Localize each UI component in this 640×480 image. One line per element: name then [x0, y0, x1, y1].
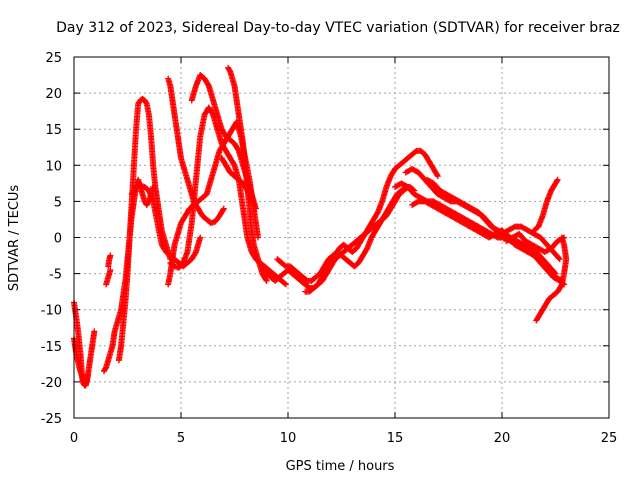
y-tick-label: 0: [54, 232, 62, 247]
series-arc-12: [225, 64, 270, 284]
series-arc-22: [531, 176, 561, 234]
y-tick-label: -20: [41, 376, 62, 391]
data-point-marker: [255, 234, 262, 241]
y-tick-label: -5: [49, 268, 62, 283]
data-point-marker: [220, 205, 227, 212]
x-tick-label: 10: [280, 431, 297, 446]
plot-frame: [73, 56, 610, 419]
x-axis-label: GPS time / hours: [286, 459, 395, 474]
x-tick-label: 25: [601, 431, 618, 446]
x-tick-label: 5: [177, 431, 185, 446]
x-tick-label: 0: [70, 431, 78, 446]
data-point-marker: [559, 235, 566, 242]
series-arc-5: [105, 252, 114, 270]
data-point-marker: [107, 266, 114, 273]
y-tick-label: -15: [41, 340, 62, 355]
data-layer: [71, 64, 570, 389]
y-tick-label: 5: [54, 195, 62, 210]
data-point-marker: [554, 176, 561, 183]
series-arc-23: [503, 230, 568, 255]
data-point-marker: [558, 282, 565, 289]
data-point-marker: [91, 328, 98, 335]
data-point-marker: [555, 255, 562, 262]
chart-title: Day 312 of 2023, Sidereal Day-to-day VTE…: [56, 20, 620, 36]
series-arc-2: [71, 335, 91, 389]
y-tick-label: 15: [45, 123, 62, 138]
data-point-marker: [197, 234, 204, 241]
data-point-marker: [561, 234, 568, 241]
series-arc-13: [218, 155, 255, 205]
data-point-marker: [553, 177, 560, 184]
data-point-marker: [434, 173, 441, 180]
data-point-marker: [434, 171, 441, 178]
data-point-marker: [262, 276, 269, 283]
y-tick-label: -25: [41, 412, 62, 427]
series-arc-14: [259, 147, 441, 292]
series-arc-9: [165, 75, 227, 227]
y-tick-label: 10: [45, 159, 62, 174]
y-axis-label: SDTVAR / TECUs: [7, 185, 22, 292]
data-point-marker: [220, 206, 227, 213]
data-point-marker: [143, 99, 150, 106]
data-point-marker: [107, 252, 114, 259]
y-tick-label: 25: [45, 51, 62, 66]
data-point-marker: [282, 281, 289, 288]
data-point-marker: [84, 371, 91, 378]
data-point-marker: [252, 205, 259, 212]
y-tick-label: -10: [41, 304, 62, 319]
data-point-marker: [248, 198, 255, 205]
x-tick-label: 20: [494, 431, 511, 446]
x-tick-label: 15: [387, 431, 404, 446]
data-point-marker: [556, 256, 563, 263]
tick-layer: 0 5 10 15 20 25 -25 -20 -15 -10 -5 0 5 10 15 20 25: [41, 51, 618, 446]
y-tick-label: 20: [45, 87, 62, 102]
series-arc-4: [103, 266, 114, 288]
data-point-marker: [263, 277, 270, 284]
data-point-marker: [281, 280, 288, 287]
